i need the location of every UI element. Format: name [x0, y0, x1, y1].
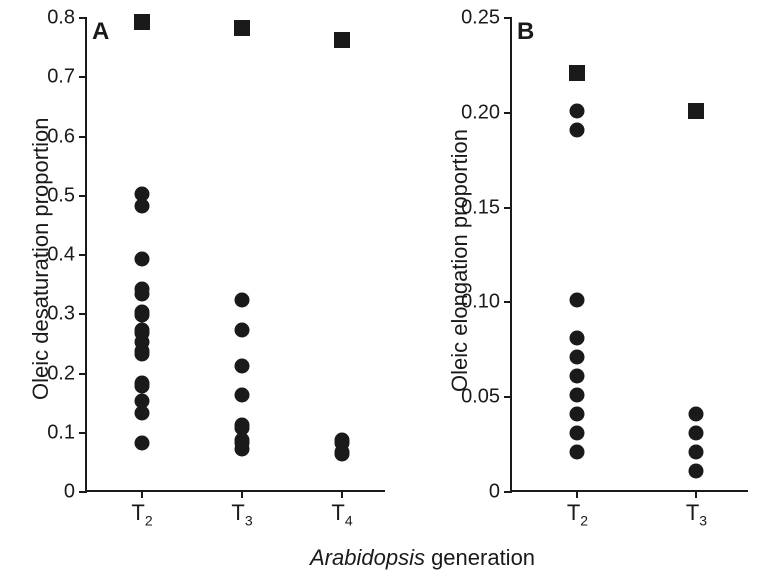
data-point-circle	[689, 426, 704, 441]
data-point-circle	[135, 379, 150, 394]
panel-a-plot: 00.10.20.30.40.50.60.70.8T2T3T4	[85, 18, 385, 492]
data-point-circle	[570, 122, 585, 137]
data-point-circle	[135, 198, 150, 213]
data-point-circle	[335, 447, 350, 462]
ytick-label: 0.25	[461, 7, 500, 30]
data-point-square	[334, 32, 350, 48]
ytick	[504, 396, 512, 398]
ytick	[504, 207, 512, 209]
data-point-circle	[135, 405, 150, 420]
data-point-circle	[570, 369, 585, 384]
ytick	[79, 195, 87, 197]
data-point-circle	[235, 388, 250, 403]
data-point-circle	[689, 407, 704, 422]
panel-b-ylabel: Oleic elongation proportion	[447, 129, 473, 392]
data-point-square	[569, 65, 585, 81]
data-point-circle	[135, 435, 150, 450]
data-point-circle	[235, 323, 250, 338]
ytick	[504, 491, 512, 493]
data-point-square	[234, 20, 250, 36]
ytick-label: 0	[489, 481, 500, 504]
ytick-label: 0	[64, 481, 75, 504]
xtick	[341, 490, 343, 498]
data-point-square	[688, 103, 704, 119]
xtick-label: T2	[131, 500, 152, 526]
xtick-label: T3	[686, 500, 707, 526]
ytick	[79, 17, 87, 19]
panel-a-ylabel: Oleic desaturation proportion	[28, 118, 54, 401]
ytick	[504, 17, 512, 19]
xtick-label: T2	[567, 500, 588, 526]
data-point-circle	[135, 251, 150, 266]
xtick	[241, 490, 243, 498]
panel-b-plot: 00.050.100.150.200.25T2T3	[510, 18, 748, 492]
data-point-circle	[135, 308, 150, 323]
ytick	[79, 432, 87, 434]
figure-root: A 00.10.20.30.40.50.60.70.8T2T3T4 Oleic …	[0, 0, 784, 583]
data-point-circle	[235, 358, 250, 373]
data-point-circle	[570, 103, 585, 118]
ytick	[79, 491, 87, 493]
ytick-label: 0.20	[461, 101, 500, 124]
data-point-circle	[570, 388, 585, 403]
xlabel-italic: Arabidopsis	[310, 545, 425, 570]
ytick	[79, 136, 87, 138]
data-point-circle	[235, 293, 250, 308]
ytick-label: 0.7	[47, 66, 75, 89]
data-point-circle	[570, 350, 585, 365]
data-point-circle	[135, 287, 150, 302]
data-point-square	[134, 14, 150, 30]
data-point-circle	[570, 426, 585, 441]
ytick	[79, 76, 87, 78]
data-point-circle	[570, 331, 585, 346]
data-point-circle	[570, 445, 585, 460]
ytick	[79, 254, 87, 256]
data-point-circle	[689, 445, 704, 460]
xtick	[695, 490, 697, 498]
ytick	[79, 373, 87, 375]
data-point-circle	[235, 441, 250, 456]
data-point-circle	[135, 346, 150, 361]
ytick	[79, 313, 87, 315]
xtick	[576, 490, 578, 498]
xtick	[141, 490, 143, 498]
ytick	[504, 112, 512, 114]
xlabel-roman: generation	[425, 545, 535, 570]
xtick-label: T4	[331, 500, 352, 526]
data-point-circle	[689, 464, 704, 479]
ytick	[504, 301, 512, 303]
ytick-label: 0.1	[47, 421, 75, 444]
data-point-circle	[570, 293, 585, 308]
x-axis-label: Arabidopsis generation	[310, 545, 535, 571]
xtick-label: T3	[231, 500, 252, 526]
data-point-circle	[570, 407, 585, 422]
ytick-label: 0.8	[47, 7, 75, 30]
